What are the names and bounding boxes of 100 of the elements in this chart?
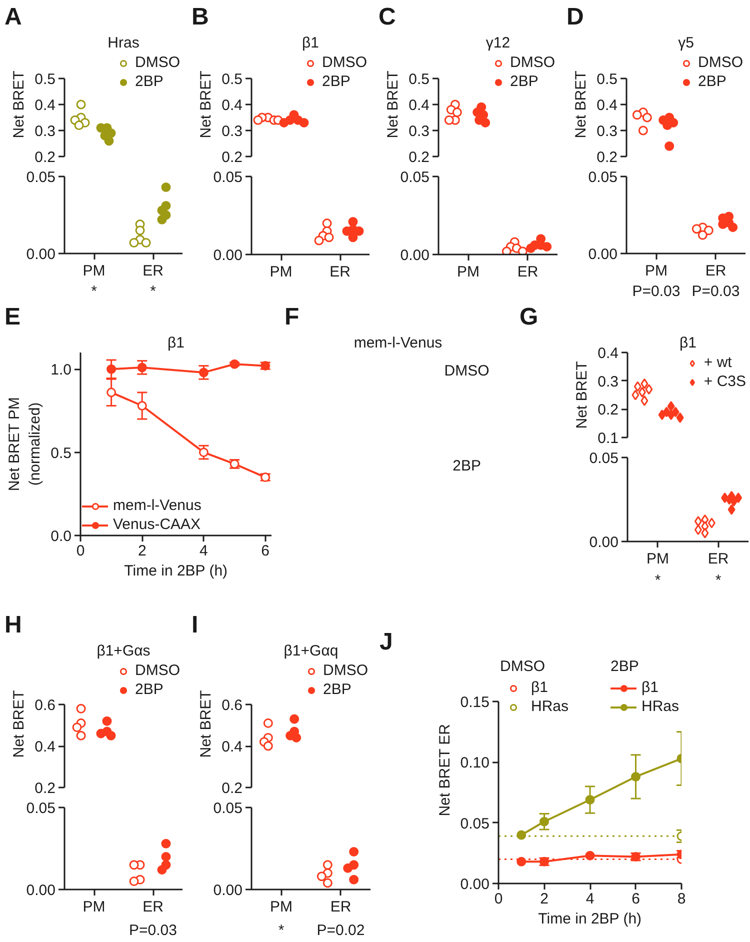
text: 2BP — [610, 658, 640, 675]
point — [540, 816, 549, 826]
y-tick-label: 0.00 — [213, 882, 243, 899]
chart-title: γ5 — [678, 34, 694, 52]
y-axis-title: Net BRET — [198, 70, 215, 138]
x-tick-label: PM — [270, 264, 292, 280]
x-tick-label: PM — [82, 898, 106, 916]
y-tick-label: 0.05 — [588, 169, 618, 186]
x-tick-label: 0 — [76, 542, 85, 560]
x-tick-label: ER — [330, 898, 352, 916]
y-tick-label: 0.5 — [34, 71, 56, 88]
legend-label: 2BP — [323, 681, 352, 698]
point — [198, 448, 208, 458]
x-tick-label: PM — [270, 898, 292, 916]
y-axis-title: Net BRET PM (normalized) — [6, 397, 44, 492]
text: G — [520, 304, 538, 330]
text: F — [284, 304, 300, 330]
y-tick-label: 0.00 — [213, 247, 243, 264]
y-tick-label: 0.1 — [598, 430, 619, 447]
text: B — [192, 4, 209, 30]
y-tick-label: 0.4 — [596, 97, 618, 114]
legend-label: 2BP — [322, 73, 350, 90]
y-tick-label: 0.3 — [598, 373, 619, 390]
text: A — [4, 4, 22, 30]
legend-label: DMSO — [322, 54, 367, 71]
y-tick-label: 0.05 — [400, 169, 430, 186]
legend-label: HRas — [531, 698, 569, 715]
y-tick-label: 0.05 — [213, 800, 243, 817]
text: DMSO — [500, 658, 546, 675]
y-tick-label: 0.3 — [408, 123, 430, 140]
x-tick-label: 2 — [138, 542, 146, 560]
y-tick-label: 0.6 — [34, 697, 56, 714]
y-tick-label: 0.2 — [222, 149, 243, 166]
point — [137, 400, 147, 410]
chart-title: γ12 — [486, 34, 510, 52]
legend-label: DMSO — [135, 54, 180, 71]
y-tick-label: 0.3 — [596, 123, 618, 140]
y-tick-label: 0.0 — [50, 528, 72, 545]
legend-label: β1 — [531, 679, 549, 696]
x-tick-label: ER — [708, 550, 729, 568]
x-tick-label: ER — [142, 898, 164, 916]
y-tick-label: 0.4 — [222, 738, 243, 756]
y-tick-label: 0.05 — [26, 800, 56, 817]
legend-label: DMSO — [698, 54, 743, 71]
chart-title: β1+Gαs — [96, 642, 150, 660]
y-axis-title: Net BRET ER — [436, 724, 454, 816]
text: P=0.03 — [632, 283, 680, 300]
y-tick-label: 0.00 — [26, 882, 56, 899]
legend-label: HRas — [641, 698, 679, 715]
x-axis-title: Time in 2BP (h) — [538, 910, 642, 928]
y-tick-label: 0.00 — [588, 246, 618, 263]
point — [516, 830, 526, 840]
y-tick-label: 0.15 — [460, 694, 490, 711]
text: * — [715, 572, 722, 589]
legend-label: + wt — [704, 354, 732, 371]
y-axis-title: Net BRET — [10, 70, 28, 138]
text: mem-l-Venus — [354, 334, 442, 352]
point — [137, 362, 147, 372]
text: D — [566, 4, 584, 30]
text: E — [4, 304, 21, 330]
y-tick-label: 0.05 — [213, 169, 243, 186]
y-tick-label: 0.2 — [34, 149, 56, 166]
text: * — [150, 283, 156, 300]
y-tick-label: 0.05 — [460, 815, 490, 832]
x-tick-label: 6 — [261, 542, 270, 560]
y-tick-label: 0.00 — [26, 246, 56, 263]
x-tick-label: ER — [517, 264, 538, 280]
chart-title: β1 — [302, 34, 319, 52]
y-tick-label: 0.4 — [598, 345, 619, 362]
text: H — [4, 612, 22, 638]
y-axis-title: Net BRET — [572, 70, 590, 138]
text: 2BP — [452, 457, 481, 474]
legend-label: Venus-CAAX — [113, 516, 201, 533]
legend-label: mem-l-Venus — [113, 497, 202, 514]
point — [198, 368, 208, 378]
x-tick-label: PM — [457, 264, 480, 280]
y-tick-label: 0.3 — [222, 123, 243, 140]
x-tick-label: 8 — [677, 890, 686, 908]
legend-label: 2BP — [698, 73, 726, 90]
legend-label: β1 — [641, 679, 660, 696]
y-tick-label: 0.00 — [400, 247, 430, 264]
legend-label: DMSO — [135, 662, 180, 679]
text: C — [378, 4, 396, 30]
y-tick-label: 0.3 — [34, 123, 56, 140]
legend-label: 2BP — [135, 681, 164, 698]
y-tick-label: 0.5 — [596, 71, 618, 88]
text: I — [192, 612, 198, 638]
y-axis-title: Net BRET — [384, 70, 402, 138]
y-tick-label: 0.4 — [222, 97, 243, 114]
y-tick-label: 0.05 — [589, 450, 619, 467]
x-tick-label: 4 — [586, 890, 594, 908]
legend-label: + C3S — [704, 373, 746, 390]
point — [585, 795, 595, 805]
y-tick-label: 0.2 — [222, 780, 243, 797]
point — [516, 856, 526, 866]
text: P=0.03 — [692, 283, 740, 300]
y-tick-label: 0.5 — [50, 444, 72, 462]
y-tick-label: 0.10 — [460, 754, 490, 772]
legend-label: DMSO — [510, 54, 555, 71]
y-tick-label: 0.2 — [34, 780, 56, 797]
